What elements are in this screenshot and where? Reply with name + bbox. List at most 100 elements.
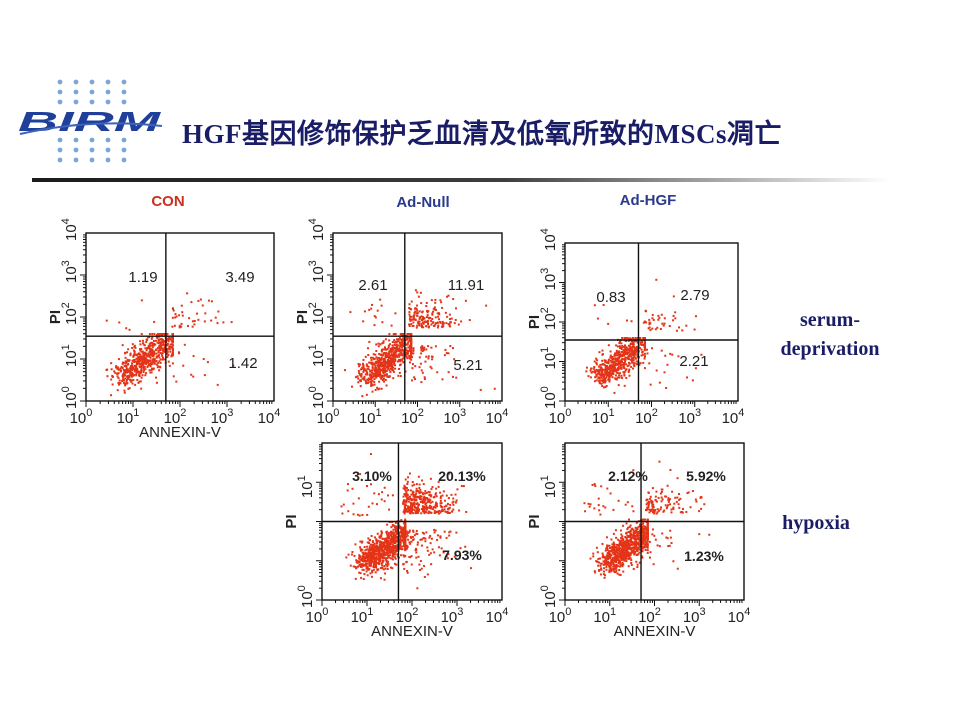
- data-point: [613, 570, 616, 573]
- data-point: [375, 343, 378, 346]
- data-point: [454, 501, 457, 504]
- data-point: [419, 538, 422, 541]
- data-point: [142, 362, 145, 365]
- data-point: [638, 548, 641, 551]
- data-point: [402, 338, 405, 341]
- data-point: [623, 374, 626, 377]
- data-point: [624, 346, 627, 349]
- data-point: [408, 337, 411, 340]
- data-point: [391, 347, 394, 350]
- data-point: [383, 500, 386, 503]
- data-point: [155, 381, 158, 384]
- data-point: [347, 510, 350, 513]
- data-point: [627, 358, 630, 361]
- data-point: [129, 352, 132, 355]
- data-point: [125, 380, 128, 383]
- data-point: [372, 568, 375, 571]
- data-point: [346, 483, 349, 486]
- data-point: [403, 503, 406, 506]
- data-point: [365, 570, 368, 573]
- data-point: [142, 352, 145, 355]
- data-point: [601, 370, 604, 373]
- data-point: [119, 382, 122, 385]
- data-point: [630, 352, 633, 355]
- data-point: [614, 352, 617, 355]
- data-point: [380, 531, 383, 534]
- data-point: [392, 532, 395, 535]
- y-tick-exponent: 3: [307, 260, 319, 266]
- data-point: [363, 573, 366, 576]
- data-point: [605, 563, 608, 566]
- data-point: [646, 506, 649, 509]
- data-point: [381, 545, 384, 548]
- data-point: [637, 534, 640, 537]
- data-point: [598, 557, 601, 560]
- data-point: [420, 322, 423, 325]
- data-point: [444, 348, 447, 351]
- data-point: [630, 552, 633, 555]
- data-point: [685, 510, 688, 513]
- data-point: [161, 352, 164, 355]
- data-point: [431, 486, 434, 489]
- data-point: [642, 337, 645, 340]
- data-point: [485, 304, 488, 307]
- data-point: [131, 362, 134, 365]
- data-point: [615, 559, 618, 562]
- data-point: [633, 356, 636, 359]
- data-point: [409, 535, 412, 538]
- data-point: [430, 367, 433, 370]
- data-point: [138, 358, 141, 361]
- data-point: [156, 341, 159, 344]
- data-point: [407, 498, 410, 501]
- data-point: [128, 359, 131, 362]
- data-point: [125, 369, 128, 372]
- x-tick-label: 101: [351, 606, 374, 626]
- data-point: [362, 320, 365, 323]
- data-point: [694, 367, 697, 370]
- y-axis-label: PI: [526, 315, 543, 329]
- data-point: [420, 567, 423, 570]
- data-point: [618, 554, 621, 557]
- data-point: [382, 359, 385, 362]
- data-point: [407, 489, 410, 492]
- data-point: [408, 541, 411, 544]
- data-point: [158, 349, 161, 352]
- data-point: [625, 540, 628, 543]
- data-point: [611, 365, 614, 368]
- data-point: [359, 548, 362, 551]
- data-point: [643, 342, 646, 345]
- data-point: [351, 550, 354, 553]
- data-point: [390, 362, 393, 365]
- data-point: [422, 506, 425, 509]
- data-point: [622, 554, 625, 557]
- data-point: [622, 538, 625, 541]
- data-point: [430, 507, 433, 510]
- data-point: [398, 371, 401, 374]
- data-point: [379, 540, 382, 543]
- data-point: [643, 545, 646, 548]
- data-point: [642, 321, 645, 324]
- data-point: [607, 322, 610, 325]
- data-point: [383, 565, 386, 568]
- data-point: [392, 377, 395, 380]
- data-point: [681, 329, 684, 332]
- data-point: [619, 529, 622, 532]
- data-point: [410, 341, 413, 344]
- data-point: [392, 358, 395, 361]
- data-point: [615, 556, 618, 559]
- data-point: [597, 497, 600, 500]
- data-point: [438, 512, 441, 515]
- data-point: [627, 371, 630, 374]
- data-point: [627, 355, 630, 358]
- data-point: [363, 555, 366, 558]
- data-point: [434, 529, 437, 532]
- data-point: [409, 489, 412, 492]
- data-point: [370, 356, 373, 359]
- data-point: [391, 349, 394, 352]
- data-point: [389, 367, 392, 370]
- data-point: [421, 501, 424, 504]
- y-tick-exponent: 1: [307, 344, 319, 350]
- data-point: [358, 554, 361, 557]
- data-point: [406, 544, 409, 547]
